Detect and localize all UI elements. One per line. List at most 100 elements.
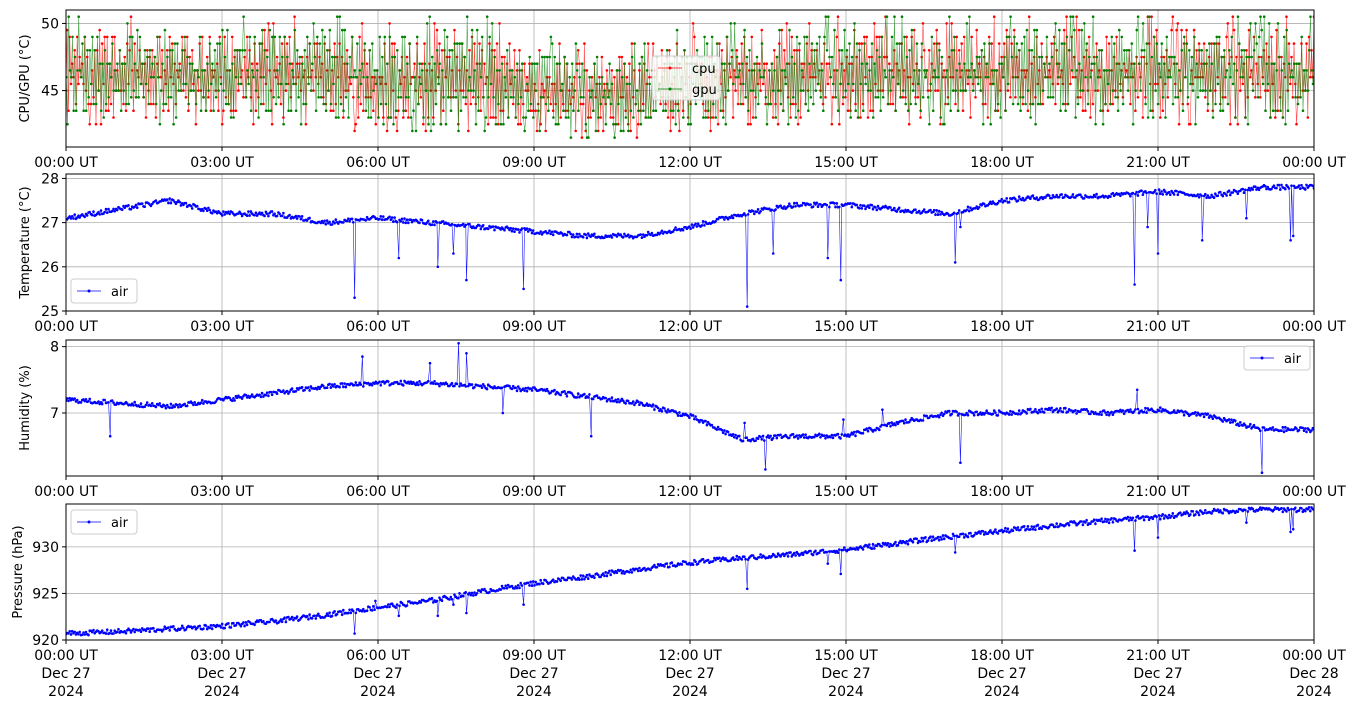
data-point xyxy=(1066,410,1070,414)
data-point xyxy=(1200,194,1203,198)
data-point xyxy=(876,96,880,99)
data-point xyxy=(402,116,405,119)
data-point xyxy=(200,398,204,402)
data-point xyxy=(639,233,642,236)
data-point xyxy=(826,256,830,260)
data-point xyxy=(868,55,871,59)
data-point xyxy=(555,580,559,583)
data-point xyxy=(866,116,870,119)
data-point xyxy=(880,423,884,427)
data-point xyxy=(621,236,625,239)
data-point xyxy=(885,15,889,18)
data-point xyxy=(691,22,695,25)
data-point xyxy=(470,383,474,386)
data-point xyxy=(698,420,701,424)
data-point xyxy=(675,412,679,415)
data-point xyxy=(460,42,464,45)
data-point xyxy=(282,211,285,215)
data-point xyxy=(488,35,492,39)
data-point xyxy=(709,116,713,119)
data-point xyxy=(200,35,204,39)
data-point xyxy=(1171,191,1175,194)
data-point xyxy=(575,69,579,72)
data-point xyxy=(394,606,398,609)
data-point xyxy=(483,62,486,65)
data-point xyxy=(322,102,325,106)
data-point xyxy=(940,411,943,415)
data-point xyxy=(1033,28,1036,32)
data-point xyxy=(283,35,287,39)
data-point xyxy=(325,386,329,390)
data-point xyxy=(982,533,986,536)
data-point xyxy=(340,382,344,385)
data-point xyxy=(1105,413,1108,417)
data-point xyxy=(633,42,636,45)
data-point xyxy=(916,96,920,99)
data-point xyxy=(208,626,211,630)
x-tick-label: 09:00 UT xyxy=(502,319,566,335)
data-point xyxy=(601,572,605,575)
data-point xyxy=(966,82,970,86)
data-point xyxy=(624,116,628,119)
data-point xyxy=(113,35,116,39)
data-point xyxy=(92,210,95,213)
data-point xyxy=(330,223,334,226)
data-point xyxy=(1150,15,1153,18)
data-point xyxy=(1062,28,1066,32)
data-point xyxy=(367,96,370,99)
data-point xyxy=(1070,69,1074,72)
data-point xyxy=(359,102,363,106)
data-point xyxy=(1246,122,1250,126)
data-point xyxy=(104,207,108,211)
data-point xyxy=(1204,89,1207,92)
data-point xyxy=(865,427,869,430)
data-point xyxy=(210,212,214,215)
data-point xyxy=(324,614,328,618)
y-tick-label: 8 xyxy=(50,340,59,356)
data-point xyxy=(663,407,666,410)
data-point xyxy=(1108,69,1111,72)
data-point xyxy=(373,382,376,386)
data-point xyxy=(677,109,680,112)
data-point xyxy=(327,89,330,92)
data-point xyxy=(769,434,772,438)
data-point xyxy=(830,433,834,437)
data-point xyxy=(671,116,675,119)
data-point xyxy=(1250,55,1253,59)
data-point xyxy=(1305,183,1308,187)
data-point xyxy=(853,22,856,25)
data-point xyxy=(1055,62,1059,65)
data-point xyxy=(199,401,203,405)
data-point xyxy=(583,42,586,45)
data-point xyxy=(1178,69,1181,72)
data-point xyxy=(1009,409,1012,413)
data-point xyxy=(1287,187,1291,190)
data-point xyxy=(863,42,866,45)
data-point xyxy=(133,205,136,209)
data-point xyxy=(398,382,401,386)
data-point xyxy=(78,69,82,72)
data-point xyxy=(1255,42,1258,45)
data-point xyxy=(694,102,698,106)
data-point xyxy=(1036,523,1040,527)
data-point xyxy=(518,586,521,590)
data-point xyxy=(115,208,119,212)
data-point xyxy=(589,235,592,239)
data-point xyxy=(181,49,184,52)
data-point xyxy=(831,96,835,99)
data-point xyxy=(359,82,363,86)
data-point xyxy=(68,630,71,633)
data-point xyxy=(1017,409,1021,412)
data-point xyxy=(586,232,590,235)
data-point xyxy=(1231,82,1235,86)
data-point xyxy=(1224,75,1227,79)
data-point xyxy=(1279,188,1282,191)
data-point xyxy=(503,75,507,79)
data-point xyxy=(178,200,181,204)
data-point xyxy=(454,96,458,99)
data-point xyxy=(811,553,815,557)
data-point xyxy=(388,605,391,609)
data-point xyxy=(213,49,217,52)
data-point xyxy=(999,116,1002,119)
data-point xyxy=(576,235,580,239)
